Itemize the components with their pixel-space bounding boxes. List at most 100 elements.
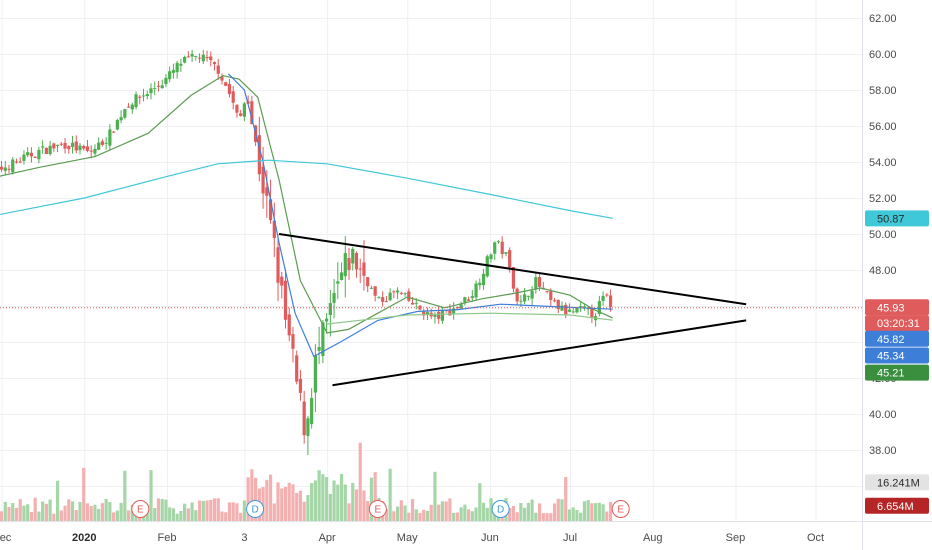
candle-body[interactable] <box>508 250 512 268</box>
candle-body[interactable] <box>22 154 26 161</box>
candle-body[interactable] <box>332 292 336 303</box>
candle-body[interactable] <box>119 117 123 121</box>
candle-body[interactable] <box>201 54 205 62</box>
candle-body[interactable] <box>29 152 34 157</box>
candle-body[interactable] <box>395 290 400 293</box>
candle-body[interactable] <box>567 309 572 312</box>
candle-body[interactable] <box>328 303 332 316</box>
candle-body[interactable] <box>235 104 239 113</box>
candle-body[interactable] <box>410 302 415 305</box>
candle-body[interactable] <box>384 301 388 303</box>
candle-body[interactable] <box>347 258 351 271</box>
candle-body[interactable] <box>141 95 146 97</box>
candle-body[interactable] <box>452 308 456 314</box>
candle-body[interactable] <box>171 69 176 73</box>
candle-body[interactable] <box>489 254 493 260</box>
candle-body[interactable] <box>227 84 232 95</box>
candle-body[interactable] <box>321 322 325 356</box>
candle-body[interactable] <box>306 418 310 436</box>
candle-body[interactable] <box>186 56 190 58</box>
candle-body[interactable] <box>14 161 19 163</box>
candle-body[interactable] <box>298 378 303 393</box>
candle-body[interactable] <box>575 307 579 313</box>
candle-body[interactable] <box>373 286 377 296</box>
candle-body[interactable] <box>100 141 105 145</box>
candle-body[interactable] <box>26 152 30 156</box>
candle-body[interactable] <box>403 293 407 295</box>
candle-body[interactable] <box>437 311 441 319</box>
candle-body[interactable] <box>369 287 374 289</box>
candle-body[interactable] <box>55 144 60 146</box>
candle-body[interactable] <box>183 56 187 63</box>
candle-body[interactable] <box>44 147 48 155</box>
candle-body[interactable] <box>283 280 288 320</box>
candle-body[interactable] <box>89 150 93 152</box>
candle-body[interactable] <box>440 310 445 321</box>
candle-body[interactable] <box>216 65 220 74</box>
event-marker[interactable] <box>131 500 150 518</box>
candle-body[interactable] <box>339 272 344 281</box>
candle-body[interactable] <box>11 159 15 173</box>
candle-body[interactable] <box>455 307 459 309</box>
candle-body[interactable] <box>534 277 538 290</box>
candle-body[interactable] <box>354 252 359 270</box>
candle-body[interactable] <box>448 310 452 316</box>
candle-body[interactable] <box>164 77 168 85</box>
candle-body[interactable] <box>209 56 213 61</box>
candle-body[interactable] <box>579 306 583 308</box>
candle-body[interactable] <box>564 304 568 315</box>
candle-body[interactable] <box>519 300 523 302</box>
candle-body[interactable] <box>153 88 157 90</box>
candle-body[interactable] <box>85 146 90 151</box>
candle-body[interactable] <box>425 312 430 315</box>
candle-body[interactable] <box>605 294 609 296</box>
candle-body[interactable] <box>481 273 486 286</box>
candle-body[interactable] <box>272 220 276 239</box>
candle-body[interactable] <box>343 253 347 277</box>
candle-body[interactable] <box>493 242 497 254</box>
trendline[interactable] <box>278 233 747 306</box>
candle-body[interactable] <box>33 156 37 158</box>
candle-body[interactable] <box>590 307 594 318</box>
candle-body[interactable] <box>474 283 478 298</box>
candle-body[interactable] <box>291 334 295 349</box>
candle-body[interactable] <box>82 146 86 149</box>
candle-body[interactable] <box>74 141 78 151</box>
candle-body[interactable] <box>545 291 549 293</box>
candle-body[interactable] <box>276 247 280 283</box>
candle-body[interactable] <box>160 85 164 89</box>
event-marker[interactable] <box>368 500 387 518</box>
candle-body[interactable] <box>115 120 119 130</box>
candle-body[interactable] <box>104 142 108 144</box>
candle-body[interactable] <box>7 168 11 170</box>
candle-body[interactable] <box>145 94 149 97</box>
candle-body[interactable] <box>358 268 362 270</box>
candle-body[interactable] <box>470 296 474 299</box>
candle-body[interactable] <box>511 267 516 289</box>
candle-body[interactable] <box>336 281 340 284</box>
candle-body[interactable] <box>295 355 299 382</box>
candle-body[interactable] <box>134 94 138 108</box>
event-marker[interactable] <box>491 500 510 518</box>
candle-body[interactable] <box>388 292 392 301</box>
candle-body[interactable] <box>422 311 426 316</box>
candle-body[interactable] <box>280 276 284 286</box>
candle-body[interactable] <box>224 82 228 86</box>
candle-body[interactable] <box>268 199 273 221</box>
candle-body[interactable] <box>194 56 198 58</box>
candle-body[interactable] <box>67 146 71 150</box>
time-axis[interactable]: Dec 2020 Feb 3 Apr May Jun Jul Aug Sep Oct <box>0 532 824 544</box>
candle-body[interactable] <box>549 291 553 300</box>
candle-body[interactable] <box>537 276 542 287</box>
candle-body[interactable] <box>250 101 254 125</box>
candle-body[interactable] <box>582 306 587 309</box>
candle-body[interactable] <box>317 346 321 351</box>
candle-body[interactable] <box>48 145 52 155</box>
triangle-trendlines[interactable] <box>0 233 862 387</box>
candle-body[interactable] <box>597 301 601 315</box>
candle-body[interactable] <box>287 314 291 336</box>
candle-body[interactable] <box>112 131 116 133</box>
candle-body[interactable] <box>414 302 418 304</box>
candle-body[interactable] <box>485 256 489 277</box>
